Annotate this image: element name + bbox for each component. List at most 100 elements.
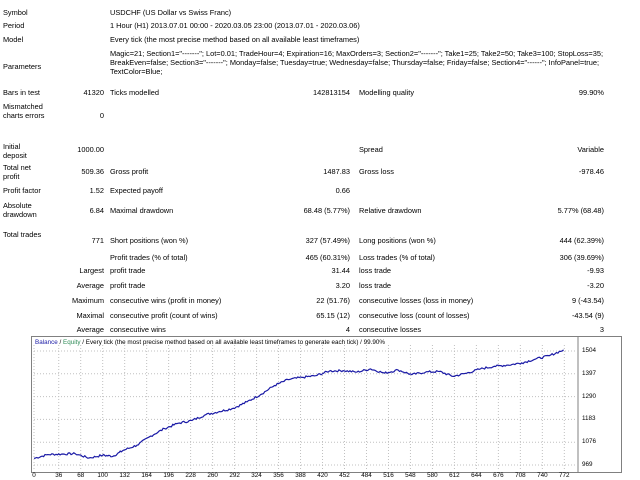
average-label: Average (76, 281, 104, 290)
average-loss-label: loss trade (359, 281, 392, 290)
maximum-profit-label: consecutive wins (profit in money) (110, 296, 222, 305)
maximal-loss-label: consecutive loss (count of losses) (359, 311, 470, 320)
chart-title-description: / Every tick (the most precise method ba… (80, 339, 386, 346)
x-tick-label: 260 (207, 472, 218, 479)
profit-trades-value: 465 (60.31%) (305, 253, 350, 262)
average-profit-label: profit trade (110, 281, 146, 290)
gross-profit-value: 1487.83 (323, 167, 350, 176)
y-tick-label: 1504 (582, 347, 597, 354)
x-tick-label: 356 (273, 472, 284, 479)
ticks-modelled-label: Ticks modelled (110, 88, 160, 97)
bars-in-test-label: Bars in test (3, 88, 40, 97)
x-tick-label: 580 (427, 472, 438, 479)
maximum-loss-value: 9 (-43.54) (571, 296, 604, 305)
maximal-profit-value: 65.15 (12) (316, 311, 350, 320)
total-net-profit-value: 509.36 (81, 167, 104, 176)
maximal-label: Maximal (76, 311, 104, 320)
profit-factor-value: 1.52 (89, 186, 104, 195)
average-consecutive-label: Average (76, 325, 104, 334)
x-tick-label: 452 (339, 472, 350, 479)
average-loss-value: -3.20 (587, 281, 604, 290)
x-tick-label: 100 (97, 472, 108, 479)
gross-loss-value: -978.46 (578, 167, 604, 176)
x-tick-label: 324 (251, 472, 262, 479)
x-tick-label: 548 (405, 472, 416, 479)
x-tick-label: 676 (493, 472, 504, 479)
loss-trades-value: 306 (39.69%) (559, 253, 604, 262)
relative-drawdown-label: Relative drawdown (359, 206, 422, 215)
x-tick-label: 0 (32, 472, 36, 479)
expected-payoff-label: Expected payoff (110, 186, 163, 195)
consecutive-wins-value: 4 (345, 325, 350, 334)
x-tick-label: 196 (163, 472, 174, 479)
total-trades-value: 771 (91, 236, 104, 245)
y-tick-label: 969 (582, 461, 593, 468)
balance-chart: Balance / Equity / Every tick (the most … (31, 336, 622, 473)
absolute-drawdown-label: Absolute drawdown (3, 201, 37, 219)
long-positions-value: 444 (62.39%) (559, 236, 604, 245)
gross-loss-label: Gross loss (359, 167, 394, 176)
relative-drawdown-value: 5.77% (68.48) (557, 206, 604, 215)
parameters-label: Parameters (3, 62, 42, 71)
chart-title: Balance / Equity / Every tick (the most … (35, 338, 385, 347)
profit-factor-label: Profit factor (3, 186, 41, 195)
chart-title-equity: Equity (63, 339, 81, 346)
period-label: Period (3, 21, 25, 30)
absolute-drawdown-value: 6.84 (89, 206, 104, 215)
balance-line (33, 349, 564, 459)
consecutive-wins-label: consecutive wins (110, 325, 166, 334)
x-tick-label: 164 (141, 472, 152, 479)
expected-payoff-value: 0.66 (335, 186, 350, 195)
x-tick-label: 740 (537, 472, 548, 479)
bars-in-test-value: 41320 (83, 88, 104, 97)
ticks-modelled-value: 142813154 (313, 88, 350, 97)
gross-profit-label: Gross profit (110, 167, 149, 176)
average-profit-value: 3.20 (335, 281, 350, 290)
maximal-drawdown-value: 68.48 (5.77%) (303, 206, 350, 215)
mismatched-label: Mismatched charts errors (3, 102, 45, 120)
largest-loss-value: -9.93 (587, 266, 604, 275)
x-tick-label: 484 (361, 472, 372, 479)
initial-deposit-label: Initial deposit (3, 142, 27, 160)
maximum-profit-value: 22 (51.76) (316, 296, 350, 305)
y-tick-label: 1290 (582, 392, 597, 400)
model-value: Every tick (the most precise method base… (110, 35, 360, 44)
chart-plot (33, 337, 579, 472)
spread-value: Variable (577, 145, 604, 154)
parameters-value: Magic=21; Section1="-------"; Lot=0.01; … (110, 49, 604, 76)
consecutive-losses-label: consecutive losses (359, 325, 422, 334)
y-tick-label: 1076 (582, 438, 597, 446)
x-tick-label: 708 (515, 472, 526, 479)
symbol-value: USDCHF (US Dollar vs Swiss Franc) (110, 8, 232, 17)
short-positions-value: 327 (57.49%) (305, 236, 350, 245)
maximal-loss-value: -43.54 (9) (571, 311, 604, 320)
maximal-profit-label: consecutive profit (count of wins) (110, 311, 218, 320)
period-value: 1 Hour (H1) 2013.07.01 00:00 - 2020.03.0… (110, 21, 360, 30)
x-tick-label: 132 (119, 472, 130, 479)
largest-profit-label: profit trade (110, 266, 146, 275)
x-tick-label: 644 (471, 472, 482, 479)
model-label: Model (3, 35, 24, 44)
chart-title-balance: Balance (35, 339, 58, 346)
total-trades-label: Total trades (3, 230, 42, 239)
maximum-label: Maximum (71, 296, 104, 305)
symbol-label: Symbol (3, 8, 28, 17)
x-tick-label: 772 (559, 472, 570, 479)
x-tick-label: 516 (383, 472, 394, 479)
x-tick-label: 612 (449, 472, 460, 479)
modelling-quality-label: Modelling quality (359, 88, 415, 97)
mismatched-value: 0 (99, 111, 104, 120)
x-tick-label: 388 (295, 472, 306, 479)
maximal-drawdown-label: Maximal drawdown (110, 206, 174, 215)
largest-label: Largest (79, 266, 104, 275)
x-tick-label: 68 (77, 472, 85, 479)
x-tick-label: 228 (185, 472, 196, 479)
consecutive-losses-value: 3 (599, 325, 604, 334)
long-positions-label: Long positions (won %) (359, 236, 436, 245)
loss-trades-label: Loss trades (% of total) (359, 253, 435, 262)
x-tick-label: 420 (317, 472, 328, 479)
x-tick-label: 36 (55, 472, 63, 479)
largest-profit-value: 31.44 (331, 266, 351, 275)
modelling-quality-value: 99.90% (578, 88, 604, 97)
largest-loss-label: loss trade (359, 266, 392, 275)
